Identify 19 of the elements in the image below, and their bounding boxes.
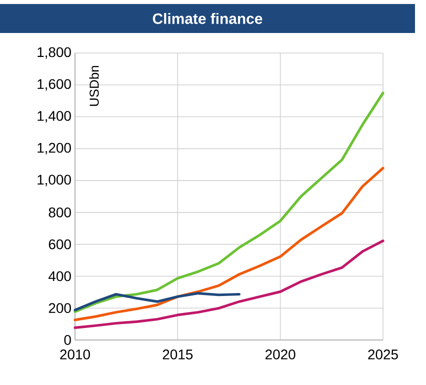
x-tick-label: 2025 [368, 350, 398, 360]
y-tick-label: 1,200 [38, 142, 71, 154]
x-tick-label: 2015 [162, 350, 193, 360]
y-tick-label: 1,000 [38, 174, 71, 186]
line-series [74, 240, 384, 330]
x-tick-label: 2020 [266, 350, 296, 360]
y-tick-label: 600 [48, 239, 71, 250]
y-tick-label: 1,600 [38, 79, 71, 91]
y-tick-label: 1,800 [38, 47, 71, 59]
y-tick-label: 800 [48, 207, 71, 218]
y-axis-title: USDbn [89, 66, 99, 106]
y-tick-label: 1,400 [38, 111, 71, 123]
line-series [74, 166, 384, 322]
line-series [74, 292, 241, 312]
chart-title: Climate finance [152, 13, 262, 24]
y-tick-label: 200 [48, 303, 71, 314]
x-tick-label: 2010 [60, 350, 90, 360]
y-tick-label: 0 [64, 335, 71, 345]
y-tick-label: 400 [48, 271, 71, 282]
